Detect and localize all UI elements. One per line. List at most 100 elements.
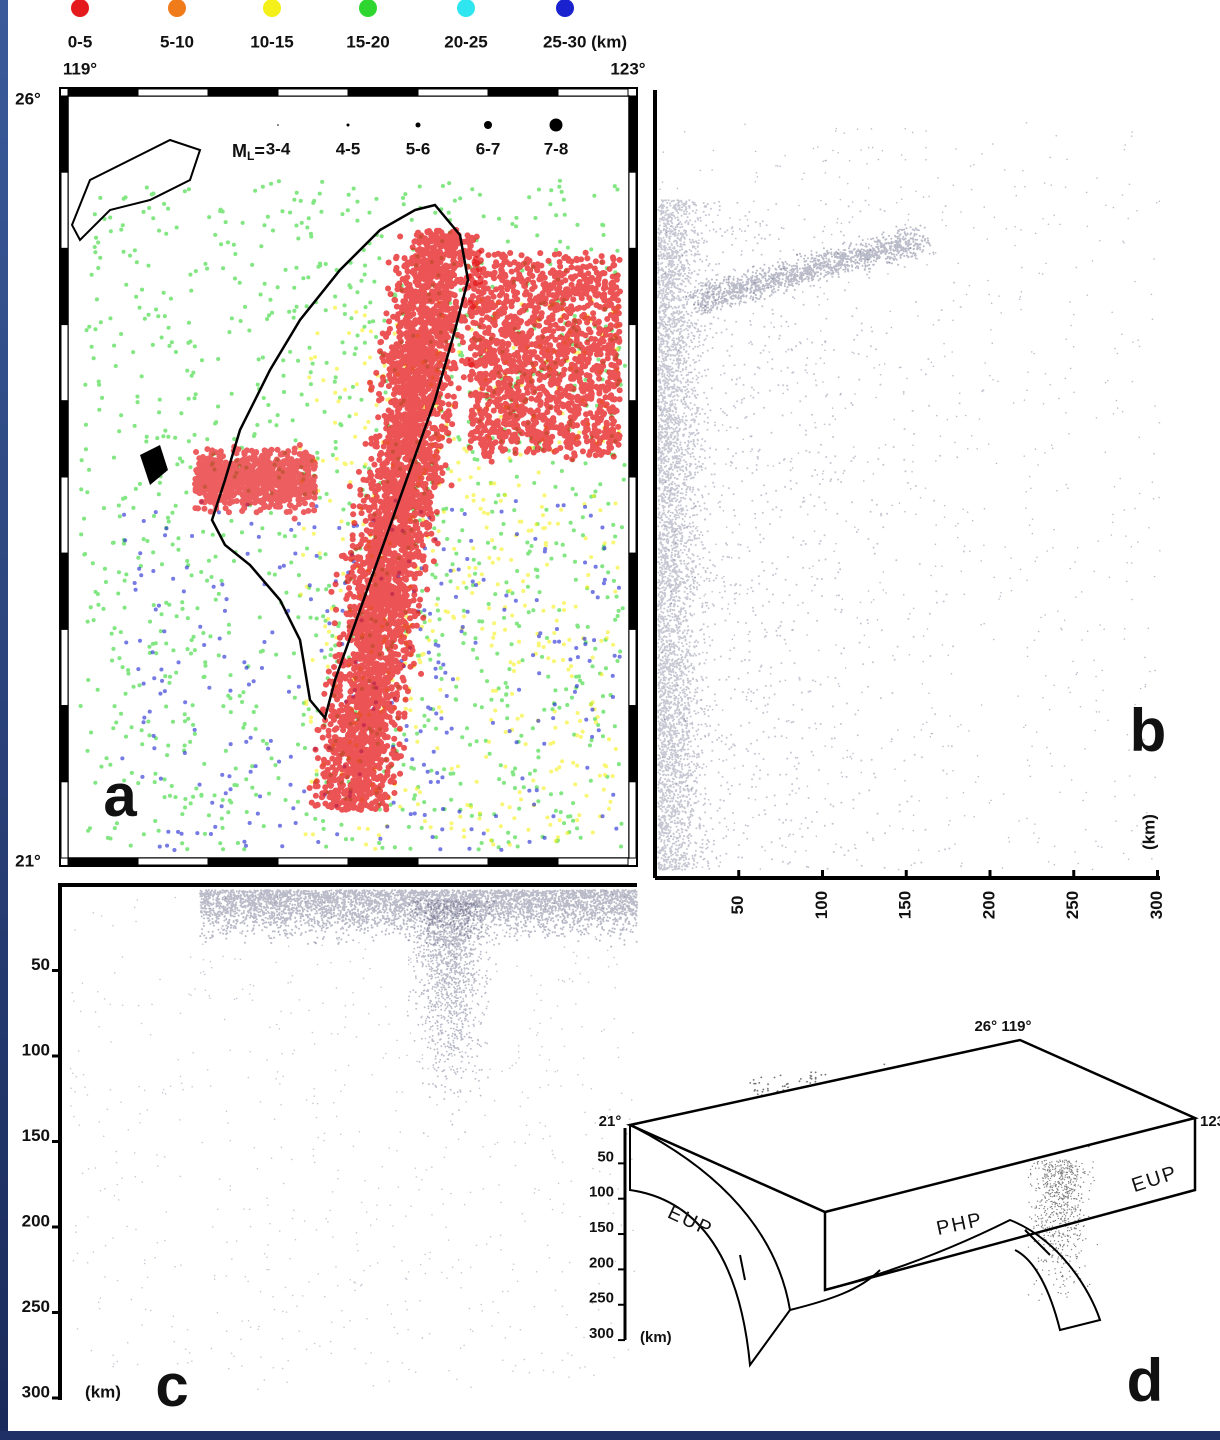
magnitude-label: 7-8 — [544, 139, 569, 158]
scale-segment — [347, 857, 419, 866]
scale-segment — [207, 88, 279, 97]
axis-unit: (km) — [85, 1382, 121, 1401]
tick-label: 100 — [589, 1184, 614, 1201]
epicenters-northeast — [467, 247, 623, 465]
seismicity-cloud-b-arm — [679, 224, 935, 314]
plate-label: EUP — [1129, 1162, 1181, 1197]
depth-label: 0-5 — [68, 32, 93, 51]
magnitude-symbol: ML= — [232, 141, 265, 163]
scale-segment — [557, 857, 629, 866]
scale-segment — [60, 552, 69, 630]
scale-segment — [628, 247, 637, 326]
bottom-border — [0, 1431, 1220, 1440]
seismicity-cloud-c-slab — [402, 899, 498, 1134]
scale-segment — [628, 476, 637, 554]
magnitude-swatch — [346, 123, 350, 127]
epicenters-mixed — [298, 298, 622, 851]
epicenters-main — [306, 227, 484, 813]
panel-letter: c — [155, 1352, 188, 1419]
corner-label: 26° 119° — [974, 1018, 1031, 1035]
panel-letter: b — [1130, 697, 1167, 764]
depth-label: 20-25 — [444, 32, 487, 51]
panel-letter: d — [1127, 1347, 1164, 1414]
magnitude-swatch — [277, 124, 279, 126]
left-border — [0, 0, 8, 1440]
block-front — [823, 1118, 1197, 1292]
scale-segment — [207, 857, 279, 866]
block-top — [626, 1038, 1199, 1214]
penghu-islands — [140, 445, 168, 485]
scale-segment — [67, 857, 139, 866]
scale-segment — [60, 171, 69, 249]
panel-letter: a — [103, 762, 137, 829]
scale-segment — [628, 400, 637, 478]
scale-segment — [487, 857, 559, 866]
tick-label: 200 — [22, 1211, 50, 1230]
seismicity-cloud-b — [657, 199, 985, 871]
depth-swatch — [359, 0, 377, 17]
magnitude-label: 4-5 — [336, 139, 361, 158]
depth-swatch — [457, 0, 475, 17]
lat-label: 26° — [15, 89, 41, 108]
depth-swatch — [168, 0, 186, 17]
tick-label: 150 — [589, 1219, 614, 1236]
scale-segment — [60, 324, 69, 402]
scale-segment — [628, 324, 637, 402]
tick-label: 100 — [812, 891, 831, 919]
scale-segment — [487, 88, 559, 97]
scale-segment — [628, 95, 637, 173]
scale-segment — [628, 171, 637, 249]
scale-segment — [277, 857, 349, 866]
seismicity-cloud-c — [199, 889, 639, 948]
tick-label: 100 — [22, 1040, 50, 1059]
magnitude-label: 5-6 — [406, 139, 431, 158]
tick-label: 300 — [1147, 891, 1166, 919]
tick-label: 50 — [31, 955, 50, 974]
magnitude-label: 3-4 — [266, 139, 291, 158]
tick-label: 50 — [728, 896, 747, 915]
scale-segment — [60, 705, 69, 783]
scale-segment — [60, 95, 69, 173]
corner-label: 123 — [1200, 1113, 1220, 1130]
slab-east — [789, 1218, 1102, 1332]
tick-label: 200 — [589, 1254, 614, 1271]
depth-swatch — [263, 0, 281, 17]
scale-segment — [417, 857, 489, 866]
scale-segment — [67, 88, 139, 97]
arrow-east — [1024, 1229, 1051, 1256]
arrow-west — [739, 1254, 746, 1281]
scale-segment — [628, 628, 637, 707]
scale-segment — [60, 400, 69, 478]
tick-label: 250 — [1063, 891, 1082, 919]
corner-label: 21° — [599, 1113, 622, 1130]
lon-label: 119° — [63, 59, 97, 78]
magnitude-m: M — [232, 141, 247, 161]
tick-label: 200 — [979, 891, 998, 919]
taiwan-outline — [210, 203, 470, 721]
scale-segment — [628, 705, 637, 783]
scale-segment — [137, 88, 209, 97]
seismicity-cloud-d-slab — [1025, 1159, 1099, 1301]
slab-west — [629, 1124, 792, 1368]
depth-label: 5-10 — [160, 32, 194, 51]
magnitude-equals: = — [254, 141, 265, 161]
scale-segment — [60, 476, 69, 554]
depth-swatch — [556, 0, 574, 17]
scale-segment — [137, 857, 209, 866]
plate-label: EUP — [664, 1201, 716, 1241]
magnitude-swatch — [484, 121, 492, 129]
magnitude-swatch — [415, 122, 421, 128]
axis-unit: (km) — [640, 1329, 672, 1346]
lat-label: 21° — [15, 851, 41, 870]
tick-label: 150 — [896, 891, 915, 919]
depth-label: 25-30 (km) — [543, 32, 627, 51]
scale-segment — [60, 781, 69, 859]
tick-label: 150 — [22, 1126, 50, 1145]
scale-segment — [60, 628, 69, 707]
tick-label: 300 — [22, 1382, 50, 1401]
scale-segment — [417, 88, 489, 97]
depth-swatch — [71, 0, 89, 17]
mainland-coast — [70, 138, 202, 242]
